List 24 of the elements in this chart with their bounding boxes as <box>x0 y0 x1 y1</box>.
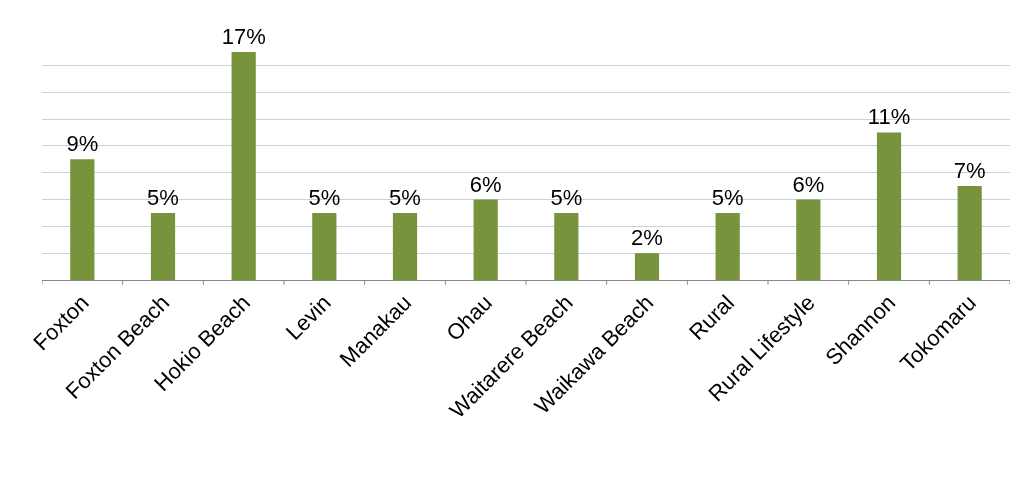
data-label: 7% <box>953 158 986 184</box>
bar <box>150 212 176 280</box>
bar <box>796 199 821 280</box>
bar <box>392 212 418 280</box>
bar <box>70 159 95 280</box>
data-label: 17% <box>221 24 266 49</box>
data-label: 5% <box>711 184 744 210</box>
data-label: 5% <box>389 184 421 210</box>
bar <box>715 212 740 280</box>
data-label: 11% <box>867 104 911 130</box>
bar <box>957 186 982 280</box>
bar <box>876 132 902 280</box>
bar <box>312 212 337 280</box>
data-label: 9% <box>66 131 99 157</box>
data-label: 5% <box>550 184 583 210</box>
bar <box>231 52 256 280</box>
data-label: 6% <box>469 171 502 197</box>
bar <box>554 212 579 280</box>
data-label: 5% <box>147 184 179 210</box>
bar <box>473 199 498 280</box>
data-label: 2% <box>631 225 663 251</box>
bar <box>634 253 660 280</box>
data-label: 6% <box>792 171 825 197</box>
data-label: 5% <box>308 184 341 210</box>
